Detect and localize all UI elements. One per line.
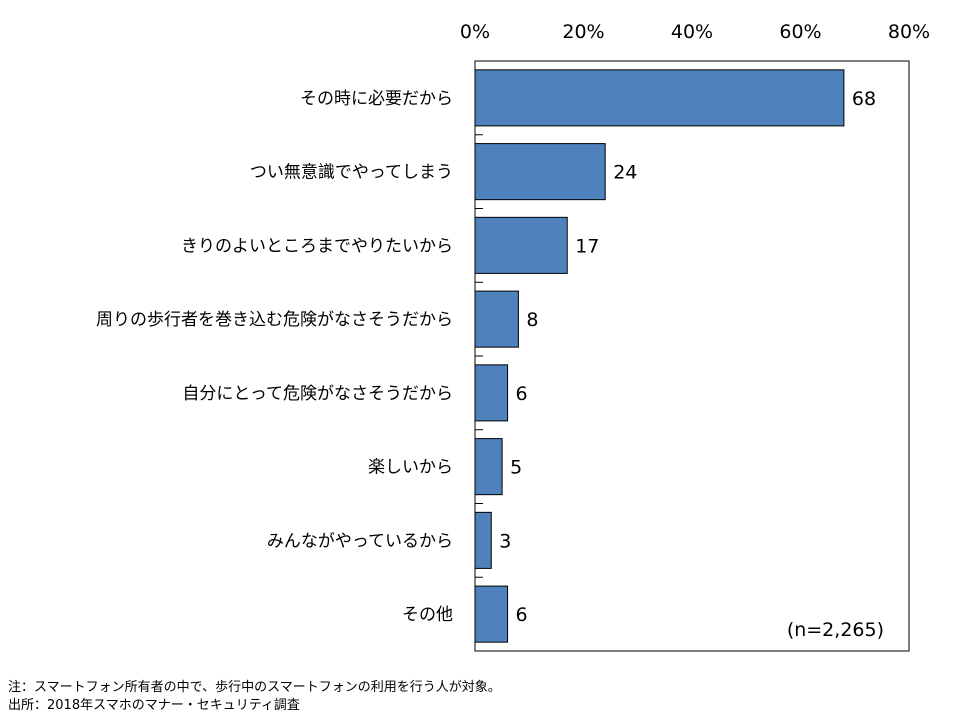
category-label: つい無意識でやってしまう bbox=[250, 163, 453, 183]
bar-value-label: 6 bbox=[516, 604, 528, 626]
x-axis: 0% 20% 40% 60% 80% bbox=[460, 21, 930, 578]
category-label: その他 bbox=[402, 605, 453, 625]
bar bbox=[474, 364, 509, 422]
plot-area-frame bbox=[474, 60, 910, 652]
category-labels: 68その時に必要だから24つい無意識でやってしまう17きりのよいところまでやりた… bbox=[96, 88, 876, 626]
x-tick-label: 20% bbox=[562, 21, 604, 43]
category-label: 楽しいから bbox=[368, 458, 453, 478]
bar-value-label: 24 bbox=[613, 162, 637, 184]
x-tick-label: 80% bbox=[888, 21, 930, 43]
bar bbox=[474, 585, 509, 643]
bar bbox=[474, 511, 492, 569]
bar-value-label: 8 bbox=[526, 309, 538, 331]
category-label: みんながやっているから bbox=[267, 531, 453, 551]
bar-value-label: 68 bbox=[852, 88, 876, 110]
bar bbox=[474, 69, 845, 127]
footnotes: 注：スマートフォン所有者の中で、歩行中のスマートフォンの利用を行う人が対象。 出… bbox=[8, 679, 501, 715]
bar bbox=[474, 143, 606, 201]
bar-value-label: 5 bbox=[510, 457, 522, 479]
footnote-source: 出所：2018年スマホのマナー・セキュリティ調査 bbox=[8, 698, 300, 713]
bar-value-label: 3 bbox=[499, 530, 511, 552]
x-tick-label: 60% bbox=[779, 21, 821, 43]
bar-value-label: 17 bbox=[575, 235, 599, 257]
bar bbox=[474, 216, 568, 274]
bar bbox=[474, 290, 519, 348]
bar bbox=[474, 438, 503, 496]
footnote-note: 注：スマートフォン所有者の中で、歩行中のスマートフォンの利用を行う人が対象。 bbox=[8, 680, 501, 695]
x-tick-label: 40% bbox=[671, 21, 713, 43]
category-label: 自分にとって危険がなさそうだから bbox=[182, 384, 453, 404]
bars bbox=[474, 69, 845, 643]
category-label: 周りの歩行者を巻き込む危険がなさそうだから bbox=[96, 310, 453, 330]
category-label: きりのよいところまでやりたいから bbox=[181, 236, 453, 256]
category-label: その時に必要だから bbox=[300, 89, 453, 109]
sample-size-annotation: (n=2,265) bbox=[787, 619, 884, 641]
x-tick-label: 0% bbox=[460, 21, 490, 43]
bar-value-label: 6 bbox=[516, 383, 528, 405]
